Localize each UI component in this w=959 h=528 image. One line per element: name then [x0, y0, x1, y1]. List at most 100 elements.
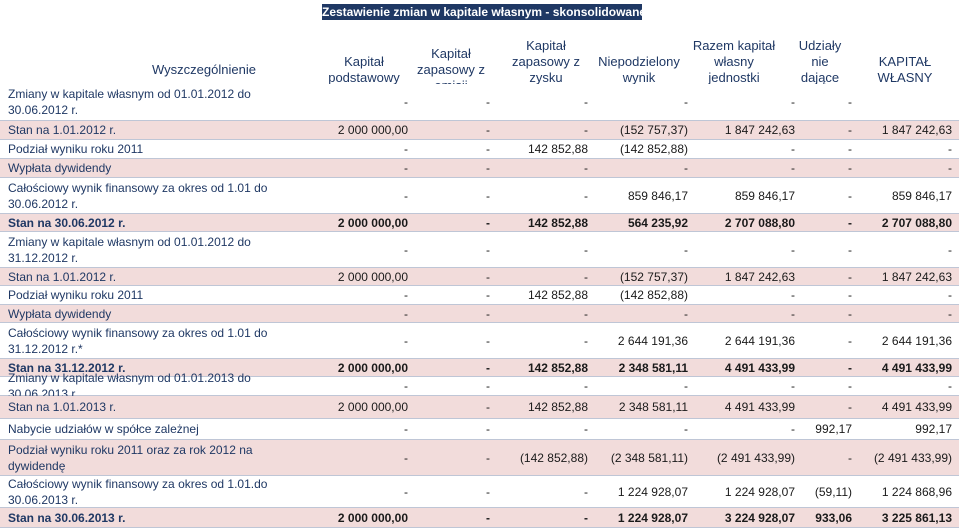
row-label: Stan na 31.12.2012 r. [8, 360, 126, 375]
row-value: - [791, 422, 795, 436]
row-value: - [486, 306, 490, 321]
table-row: Podział wyniku roku 2011 oraz za rok 201… [0, 440, 959, 476]
table-row: Całościowy wynik finansowy za okres od 1… [0, 323, 959, 359]
row-value: 2 644 191,36 [617, 333, 688, 348]
table-row: Wypłata dywidendy - - - - - - - [0, 305, 959, 323]
row-label: Stan na 1.01.2012 r. [8, 123, 117, 137]
row-value: 992,17 [915, 422, 952, 436]
row-value: (142 852,88) [519, 450, 588, 465]
row-value: - [848, 450, 852, 465]
row-value: - [791, 379, 795, 393]
table-row: Zmiany w kapitale własnym od 01.01.2012 … [0, 84, 959, 121]
row-label: Całościowy wynik finansowy za okres od 1… [8, 325, 268, 356]
row-value: 2 348 581,11 [618, 400, 688, 414]
row-label: Stan na 30.06.2013 r. [8, 510, 126, 525]
row-label: Wypłata dywidendy [8, 161, 112, 175]
row-value: 2 348 581,11 [618, 360, 688, 375]
row-value: - [404, 161, 408, 175]
row-value: 142 852,88 [527, 360, 588, 375]
row-value: - [848, 400, 852, 414]
row-value: 2 707 088,80 [724, 215, 795, 230]
row-value: - [404, 422, 408, 436]
row-value: - [486, 269, 490, 284]
table-row: Stan na 1.01.2013 r. 2 000 000,00 - 142 852… [0, 396, 959, 419]
row-value: 142 852,88 [527, 142, 588, 156]
row-value: - [486, 360, 490, 375]
row-value: 4 491 433,99 [724, 360, 795, 375]
row-value: - [684, 379, 688, 393]
row-value: - [584, 269, 588, 284]
row-value: - [486, 161, 490, 175]
row-value: - [848, 215, 852, 230]
table-row: Podział wyniku roku 2011 - - 142 852,88 (142… [0, 286, 959, 305]
row-value: - [486, 484, 490, 499]
row-value: - [848, 142, 852, 156]
row-value: 2 000 000,00 [337, 215, 408, 230]
row-value: 564 235,92 [627, 215, 688, 230]
row-value: - [791, 95, 795, 109]
row-label: Nabycie udziałów w spółce zależnej [8, 422, 199, 436]
row-value: - [584, 484, 588, 499]
row-value: - [404, 95, 408, 109]
row-label: Całościowy wynik finansowy za okres od 1… [8, 180, 268, 211]
row-value: (152 757,37) [619, 123, 688, 137]
row-value: 1 847 242,63 [724, 123, 795, 137]
row-value: - [948, 379, 952, 393]
statement-title: Zestawienie zmian w kapitale własnym - s… [322, 4, 647, 20]
row-value: - [486, 288, 490, 302]
row-label: Podział wyniku roku 2011 [8, 142, 144, 156]
row-value: - [848, 269, 852, 284]
row-value: - [486, 400, 490, 414]
row-value: - [948, 161, 952, 175]
row-value: - [404, 450, 408, 465]
row-value: - [486, 142, 490, 156]
row-value: - [584, 123, 588, 137]
row-value: - [486, 188, 490, 203]
row-value: 859 846,17 [627, 188, 688, 203]
table-row: Podział wyniku roku 2011 - - 142 852,88 (142… [0, 140, 959, 159]
row-label: Zmiany w kapitale własnym od 01.01.2013 … [8, 371, 251, 401]
row-value: 1 847 242,63 [881, 123, 952, 137]
row-value: - [486, 422, 490, 436]
row-value: - [791, 306, 795, 321]
row-value: - [848, 288, 852, 302]
table-row: Zmiany w kapitale własnym od 01.01.2012 … [0, 232, 959, 268]
row-value: 142 852,88 [527, 288, 588, 302]
row-value: (2 491 433,99) [716, 450, 795, 465]
row-value: - [684, 306, 688, 321]
row-value: - [584, 188, 588, 203]
row-label: Stan na 1.01.2012 r. [8, 269, 117, 284]
table-row: Całościowy wynik finansowy za okres od 1… [0, 178, 959, 214]
row-value: - [684, 242, 688, 257]
row-value: - [584, 306, 588, 321]
row-value: 1 847 242,63 [881, 269, 952, 284]
row-label: Zmiany w kapitale własnym od 01.01.2012 … [8, 234, 251, 265]
row-value: 2 644 191,36 [724, 333, 795, 348]
row-value: (142 852,88) [619, 288, 688, 302]
row-value: 1 224 928,07 [617, 484, 688, 499]
table-row: Stan na 30.06.2012 r. 2 000 000,00 - 142 85… [0, 214, 959, 232]
column-header: Niepodzielony wynik [598, 54, 680, 85]
table-row: Całościowy wynik finansowy za okres od 1… [0, 476, 959, 508]
row-label: Stan na 30.06.2012 r. [8, 215, 126, 230]
table-row: Zmiany w kapitale własnym od 01.01.2013 … [0, 371, 959, 401]
row-value: - [948, 142, 952, 156]
row-value [852, 84, 952, 120]
row-value: 933,06 [815, 510, 852, 525]
row-value: - [584, 510, 588, 525]
row-value: 2 000 000,00 [337, 400, 408, 414]
row-value: 2 000 000,00 [337, 360, 408, 375]
row-value: - [404, 288, 408, 302]
row-value: - [404, 242, 408, 257]
row-value: 4 491 433,99 [881, 400, 952, 414]
row-value: - [584, 333, 588, 348]
row-value: - [486, 379, 490, 393]
row-value: - [486, 215, 490, 230]
row-value: - [584, 161, 588, 175]
row-value: - [848, 95, 852, 109]
row-value: 2 000 000,00 [337, 123, 408, 137]
row-value: - [584, 242, 588, 257]
row-value: 992,17 [815, 422, 852, 436]
row-value: - [584, 379, 588, 393]
row-label: Zmiany w kapitale własnym od 01.01.2012 … [8, 87, 251, 117]
